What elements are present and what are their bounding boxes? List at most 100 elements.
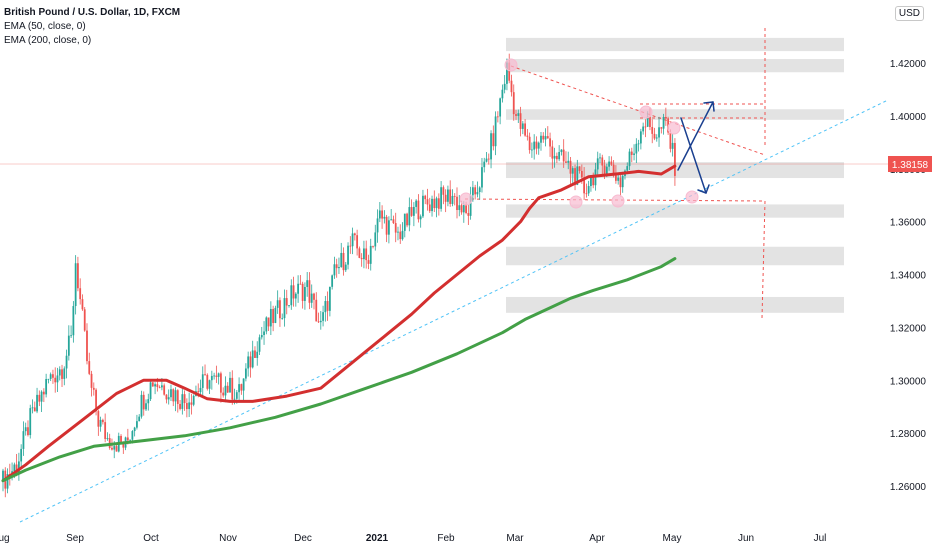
descending-trendline	[510, 65, 766, 156]
candle-body	[17, 461, 20, 473]
candle-body	[113, 446, 116, 450]
candle-body	[662, 117, 665, 129]
candle-body	[397, 231, 399, 233]
candle-body	[301, 283, 304, 301]
currency-badge[interactable]: USD	[894, 6, 924, 21]
candle-body	[170, 389, 172, 398]
candle-body	[655, 137, 658, 139]
candle-body	[453, 195, 456, 197]
candle-body	[176, 390, 179, 404]
time-axis[interactable]: ug Sep Oct Nov Dec 2021 Feb Mar Apr May Jun Jul	[0, 533, 826, 544]
candle-body	[328, 286, 331, 311]
candle-body	[77, 263, 79, 289]
candle-body	[31, 407, 34, 409]
candle-body	[288, 305, 290, 307]
candle-body	[444, 194, 447, 202]
candle-body	[549, 138, 551, 147]
candle-body	[92, 387, 95, 390]
candle-body	[456, 196, 458, 211]
candle-body	[242, 378, 245, 391]
candle-body	[483, 161, 486, 168]
candle-body	[151, 382, 154, 387]
indicator-ema200-label[interactable]: EMA (200, close, 0)	[4, 35, 92, 46]
candle-body	[206, 374, 209, 389]
candle-body	[417, 200, 420, 220]
candle-body	[349, 245, 352, 247]
time-tick-label: Feb	[437, 533, 455, 544]
chart-legend[interactable]: British Pound / U.S. Dollar, 1D, FXCM EM…	[4, 6, 180, 48]
candle-body	[281, 318, 284, 319]
candle-body	[674, 142, 676, 176]
candle-body	[240, 384, 243, 391]
candle-body	[376, 218, 379, 233]
time-tick-label: Oct	[143, 533, 159, 544]
candle-body	[410, 207, 413, 216]
candle-body	[299, 283, 302, 285]
candle-body	[449, 189, 452, 204]
candle-body	[537, 142, 540, 149]
candle-body	[172, 389, 175, 402]
candle-body	[490, 133, 492, 160]
candle-body	[174, 390, 177, 402]
candle-body	[40, 391, 43, 402]
candle-body	[340, 252, 343, 268]
candle-body	[605, 166, 608, 175]
candle-body	[2, 470, 4, 481]
candle-body	[646, 116, 649, 127]
candle-body	[551, 146, 554, 159]
last-price-badge: 1.38158	[888, 156, 932, 172]
candle-body	[617, 177, 620, 181]
candle-body	[285, 298, 288, 306]
candle-body	[297, 283, 299, 294]
candle-body	[45, 379, 48, 395]
candle-body	[644, 126, 647, 128]
candle-body	[324, 301, 327, 313]
candle-body	[524, 123, 526, 136]
candle-body	[52, 374, 54, 378]
candle-body	[669, 132, 672, 149]
candle-body	[106, 438, 109, 439]
resistance-zone-3	[506, 109, 844, 120]
candle-body	[67, 335, 70, 356]
symbol-title[interactable]: British Pound / U.S. Dollar, 1D, FXCM	[4, 7, 181, 18]
time-tick-label: Dec	[294, 533, 312, 544]
candle-body	[313, 293, 315, 300]
candle-body	[499, 98, 502, 117]
candle-body	[394, 223, 397, 233]
candle-body	[338, 267, 340, 269]
candle-body	[353, 233, 356, 236]
candle-body	[29, 408, 32, 436]
candle-body	[47, 378, 50, 380]
candle-body	[542, 135, 545, 140]
price-axis[interactable]: 1.26000 1.28000 1.30000 1.32000 1.34000 1.360…	[890, 10, 927, 493]
candle-body	[560, 149, 563, 153]
candle-body	[578, 166, 581, 171]
price-tick-label: 1.36000	[890, 218, 927, 229]
candle-body	[20, 448, 23, 462]
candle-body	[587, 186, 590, 194]
candle-body	[503, 83, 506, 90]
candle-body	[558, 152, 561, 160]
candle-body	[15, 464, 18, 473]
pivot-marker	[667, 121, 681, 135]
candle-body	[567, 160, 570, 163]
candle-body	[319, 320, 322, 323]
candle-body	[83, 309, 86, 331]
candle-body	[276, 300, 279, 308]
candle-body	[147, 399, 150, 404]
indicator-ema50-label[interactable]: EMA (50, close, 0)	[4, 21, 86, 32]
candle-body	[235, 392, 238, 399]
candle-body	[390, 219, 393, 221]
candle-body	[610, 161, 613, 165]
candle-body	[65, 355, 68, 369]
candle-body	[399, 231, 402, 240]
candle-body	[596, 158, 599, 170]
candle-body	[653, 133, 656, 139]
time-tick-label: ug	[0, 533, 10, 544]
candle-body	[217, 373, 220, 377]
candle-body	[599, 157, 601, 159]
candle-body	[485, 158, 488, 162]
candle-body	[224, 385, 227, 396]
